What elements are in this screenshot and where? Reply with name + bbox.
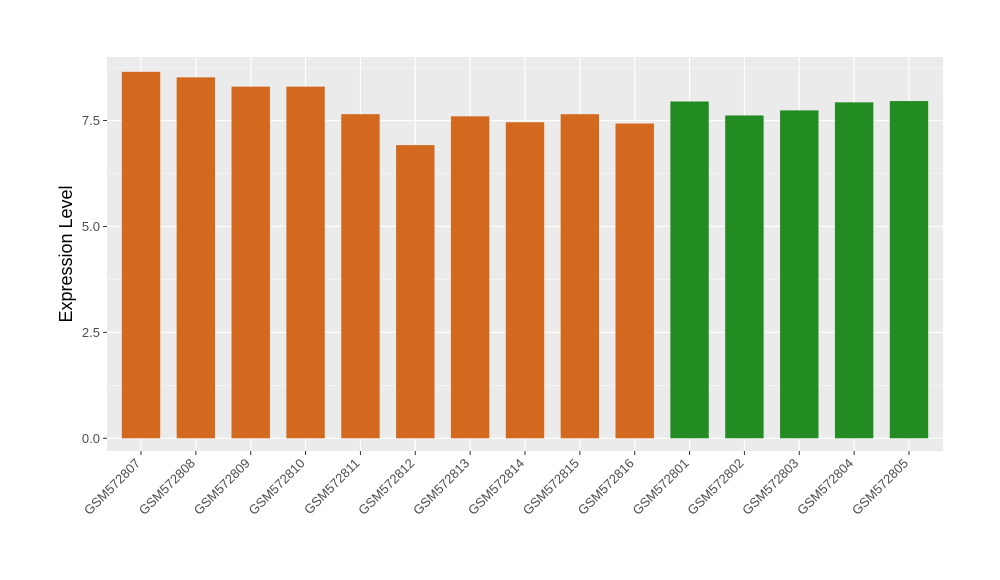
bar-gsm572812 — [396, 145, 435, 439]
x-tick-label: GSM572814 — [465, 456, 527, 518]
y-tick-label: 7.5 — [82, 113, 100, 128]
y-axis: 0.0 2.5 5.0 7.5 — [82, 113, 107, 446]
y-tick-label: 2.5 — [82, 325, 100, 340]
x-axis: GSM572807GSM572808GSM572809GSM572810GSM5… — [81, 451, 911, 518]
x-tick-label: GSM572812 — [355, 456, 417, 518]
bar-gsm572815 — [560, 114, 600, 439]
bar-gsm572809 — [231, 86, 270, 439]
bar-gsm572801 — [670, 101, 709, 439]
x-tick-label: GSM572815 — [520, 456, 582, 518]
y-tick-label: 5.0 — [82, 219, 100, 234]
bar-gsm572810 — [286, 86, 325, 439]
bar-gsm572804 — [834, 102, 874, 439]
x-tick-label: GSM572811 — [301, 456, 363, 518]
x-tick-label: GSM572801 — [629, 456, 691, 518]
y-tick-label: 0.0 — [82, 431, 100, 446]
x-tick-label: GSM572803 — [739, 456, 801, 518]
y-axis-title: Expression Level — [56, 185, 76, 322]
bar-gsm572814 — [505, 122, 545, 439]
x-tick-label: GSM572813 — [410, 456, 472, 518]
x-tick-label: GSM572802 — [684, 456, 746, 518]
bar-gsm572805 — [889, 101, 929, 439]
bar-gsm572811 — [341, 114, 380, 439]
x-tick-label: GSM572807 — [81, 456, 143, 518]
bar-gsm572807 — [121, 71, 161, 439]
x-tick-label: GSM572805 — [849, 456, 911, 518]
bar-gsm572803 — [780, 110, 819, 439]
bar-gsm572802 — [725, 115, 764, 439]
x-tick-label: GSM572816 — [575, 456, 637, 518]
bar-gsm572816 — [615, 123, 654, 439]
x-tick-label: GSM572810 — [245, 456, 307, 518]
x-tick-label: GSM572808 — [136, 456, 198, 518]
bars-group — [121, 71, 929, 439]
x-tick-label: GSM572804 — [794, 456, 856, 518]
bar-gsm572813 — [450, 116, 490, 439]
bar-gsm572808 — [176, 77, 216, 439]
x-tick-label: GSM572809 — [191, 456, 253, 518]
